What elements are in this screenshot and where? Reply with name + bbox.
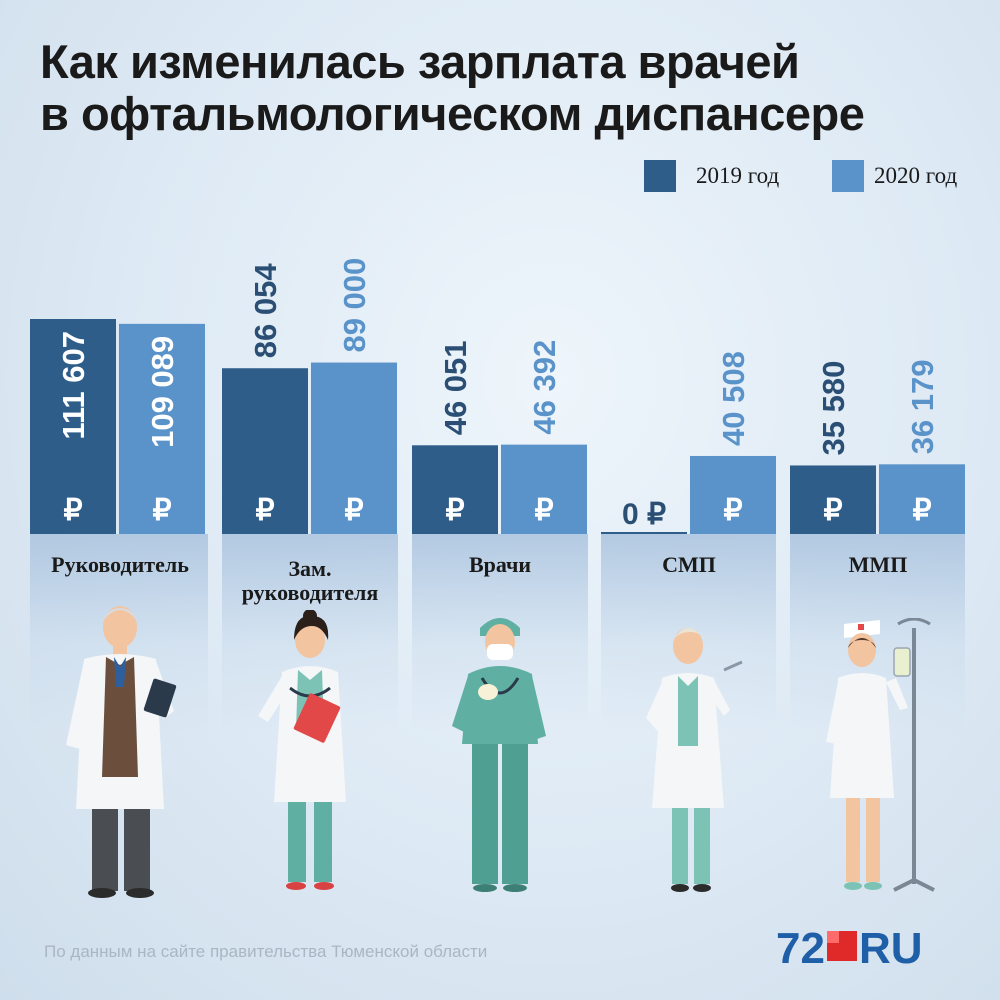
source-note: По данным на сайте правительства Тюменск…	[44, 942, 488, 961]
category-label-deputy: Зам. руководителя	[241, 556, 379, 605]
surgeon-icon	[452, 618, 546, 892]
legend: 2019 год 2020 год	[644, 160, 984, 192]
value-label-2019-5: 35 580	[816, 361, 851, 456]
chart-title: Как изменилась зарплата врачей в офтальм…	[40, 36, 980, 140]
bar-2019-5	[790, 465, 876, 534]
nurse-senior-icon	[646, 628, 743, 892]
bar-2020-2	[311, 362, 397, 534]
value-label-2019-4: 0 ₽	[622, 498, 666, 531]
currency-2019-5: ₽	[823, 494, 842, 527]
bar-2020-3	[501, 444, 587, 534]
deputy-doctor-icon	[258, 610, 346, 890]
logo-square-icon	[826, 931, 857, 961]
title-line-1: Как изменилась зарплата врачей	[40, 35, 800, 88]
currency-2019-2: ₽	[255, 494, 274, 527]
currency-2019-1: ₽	[63, 494, 82, 527]
value-label-2020-5: 36 179	[905, 359, 940, 454]
category-label-doctors: Врачи	[468, 552, 532, 577]
legend-label-2020: 2020 год	[874, 163, 958, 188]
currency-2020-1: ₽	[152, 494, 171, 527]
currency-2020-3: ₽	[534, 494, 553, 527]
doctor-head-icon	[66, 606, 177, 898]
bar-2020-1	[119, 323, 205, 534]
logo-suffix: RU	[858, 924, 923, 973]
bar-2019-1	[30, 319, 116, 534]
value-label-2020-1: 109 089	[145, 336, 180, 448]
bar-2019-3	[412, 445, 498, 534]
category-label-head: Руководитель	[51, 552, 189, 577]
currency-2020-4: ₽	[723, 494, 742, 527]
bar-2019-4	[601, 532, 687, 534]
value-label-2019-1: 111 607	[56, 331, 91, 440]
currency-2020-2: ₽	[344, 494, 363, 527]
value-label-2020-3: 46 392	[527, 340, 562, 435]
title-line-2: в офтальмологическом диспансере	[40, 87, 865, 140]
bar-2020-4	[690, 455, 776, 534]
value-label-2020-2: 89 000	[337, 258, 372, 353]
bar-2019-2	[222, 368, 308, 534]
category-label-mmp: ММП	[848, 552, 908, 577]
value-label-2019-2: 86 054	[248, 263, 283, 359]
bar-2020-5	[879, 464, 965, 534]
value-label-2019-3: 46 051	[438, 340, 473, 435]
value-label-2020-4: 40 508	[716, 351, 751, 446]
nurse-junior-icon	[826, 618, 935, 892]
legend-swatch-2020	[832, 160, 864, 192]
currency-2019-3: ₽	[445, 494, 464, 527]
legend-label-2019: 2019 год	[696, 163, 780, 188]
logo-number: 72	[776, 924, 825, 973]
currency-2020-5: ₽	[912, 494, 931, 527]
category-label-smp: СМП	[662, 552, 716, 577]
site-logo[interactable]: 72 RU	[776, 926, 923, 972]
legend-swatch-2019	[644, 160, 676, 192]
